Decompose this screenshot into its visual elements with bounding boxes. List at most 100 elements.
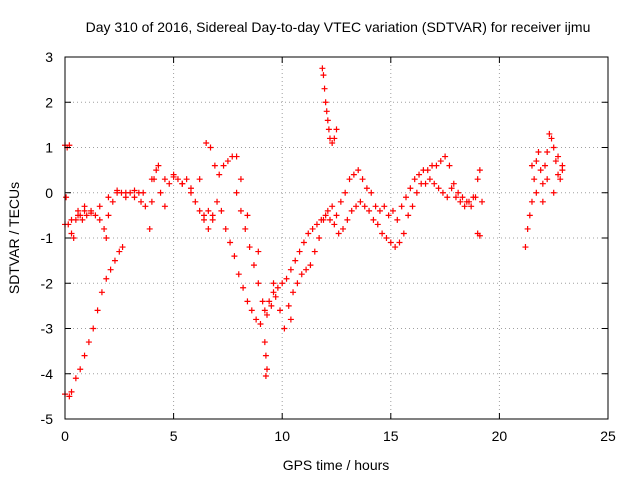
data-point	[79, 216, 86, 223]
data-point	[555, 171, 562, 178]
data-point	[101, 225, 108, 232]
data-point	[533, 158, 540, 165]
y-tick-label: -2	[41, 275, 54, 291]
data-point	[179, 180, 186, 187]
data-point	[274, 284, 281, 291]
data-point	[75, 212, 82, 219]
data-point	[146, 225, 153, 232]
data-point	[322, 212, 329, 219]
y-axis-ticks: -5 -4 -3 -2 -1 0 1 2 3	[41, 49, 608, 427]
data-point	[262, 352, 269, 359]
data-point	[452, 194, 459, 201]
data-point	[357, 198, 364, 205]
data-point	[353, 203, 360, 210]
data-point	[246, 244, 253, 251]
data-point	[381, 203, 388, 210]
y-tick-label: -4	[41, 366, 54, 382]
data-point	[311, 248, 318, 255]
data-point	[557, 176, 564, 183]
y-tick-label: -5	[41, 411, 54, 427]
data-point	[201, 212, 208, 219]
data-point	[105, 212, 112, 219]
data-point	[266, 298, 273, 305]
data-point	[346, 176, 353, 183]
data-point	[270, 280, 277, 287]
data-point	[240, 284, 247, 291]
data-point	[214, 198, 221, 205]
data-point	[522, 244, 529, 251]
data-point	[96, 203, 103, 210]
data-point	[131, 194, 138, 201]
data-point	[220, 162, 227, 169]
data-point	[318, 216, 325, 223]
data-point	[409, 203, 416, 210]
data-point	[203, 139, 210, 146]
data-point	[244, 298, 251, 305]
data-point	[559, 167, 566, 174]
data-point	[161, 203, 168, 210]
y-tick-label: -3	[41, 321, 54, 337]
data-point	[170, 173, 177, 180]
data-point	[90, 325, 97, 332]
data-point	[361, 203, 368, 210]
data-point	[413, 189, 420, 196]
data-point	[444, 194, 451, 201]
data-point	[250, 262, 257, 269]
data-point	[155, 162, 162, 169]
data-point	[88, 210, 95, 217]
data-point	[392, 244, 399, 251]
data-point	[231, 253, 238, 260]
data-point	[300, 239, 307, 246]
data-point	[253, 316, 260, 323]
data-point	[281, 325, 288, 332]
data-point	[285, 302, 292, 309]
data-point	[233, 189, 240, 196]
data-point	[439, 189, 446, 196]
data-point	[305, 230, 312, 237]
series-lower-band	[201, 176, 483, 327]
data-point	[372, 203, 379, 210]
y-tick-label: -1	[41, 230, 54, 246]
data-point	[77, 366, 84, 373]
data-point	[446, 162, 453, 169]
data-point	[313, 221, 320, 228]
data-point	[546, 130, 553, 137]
data-point	[222, 225, 229, 232]
series-upper-band	[62, 139, 486, 332]
data-point	[468, 203, 475, 210]
data-point	[539, 180, 546, 187]
data-point	[528, 162, 535, 169]
data-point	[233, 153, 240, 160]
data-point	[290, 289, 297, 296]
x-tick-label: 10	[274, 428, 290, 444]
data-point	[407, 185, 414, 192]
data-point	[405, 212, 412, 219]
data-point	[324, 117, 331, 124]
data-point	[431, 180, 438, 187]
data-point	[433, 162, 440, 169]
data-point	[237, 176, 244, 183]
data-point	[272, 293, 279, 300]
data-point	[470, 194, 477, 201]
data-point	[340, 225, 347, 232]
data-point	[374, 221, 381, 228]
data-point	[442, 153, 449, 160]
data-point	[326, 216, 333, 223]
data-point	[526, 212, 533, 219]
data-point	[107, 266, 114, 273]
data-point	[387, 239, 394, 246]
data-point	[394, 216, 401, 223]
data-point	[403, 194, 410, 201]
data-point	[287, 266, 294, 273]
data-point	[218, 207, 225, 214]
data-point	[544, 176, 551, 183]
data-point	[140, 189, 147, 196]
data-point	[116, 248, 123, 255]
x-tick-label: 25	[600, 428, 616, 444]
data-point	[131, 187, 138, 194]
data-point	[224, 158, 231, 165]
data-point	[296, 248, 303, 255]
y-tick-label: 3	[45, 49, 53, 65]
data-point	[153, 167, 160, 174]
data-point	[398, 203, 405, 210]
